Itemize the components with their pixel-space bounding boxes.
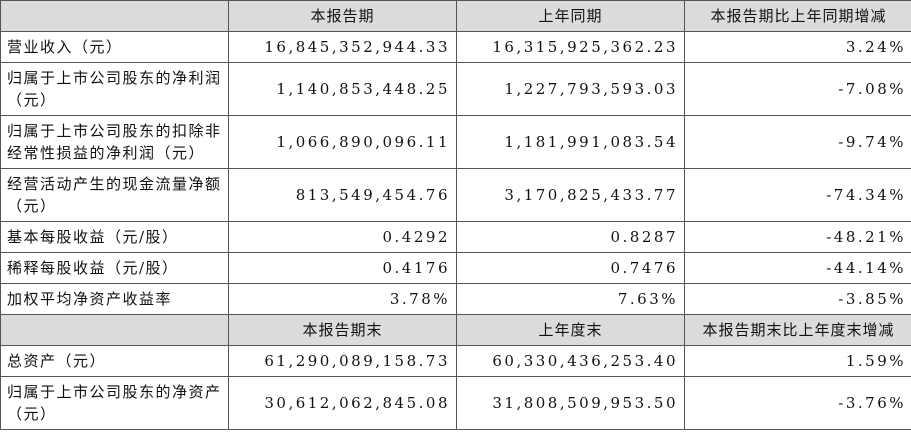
value-cell: 16,845,352,944.33 xyxy=(228,31,457,63)
value-cell: -9.74% xyxy=(684,115,911,169)
value-cell: 1.59% xyxy=(684,345,911,377)
row-label: 稀释每股收益（元/股） xyxy=(0,252,229,284)
value-cell: 0.4176 xyxy=(228,252,457,284)
value-cell: 3,170,825,433.77 xyxy=(456,168,685,222)
header-cell xyxy=(0,314,229,346)
value-cell: 3.78% xyxy=(228,283,457,315)
value-cell: 30,612,062,845.08 xyxy=(228,376,457,430)
value-cell: 60,330,436,253.40 xyxy=(456,345,685,377)
value-cell: -48.21% xyxy=(684,221,911,253)
data-row: 归属于上市公司股东的净利润（元） 1,140,853,448.25 1,227,79… xyxy=(0,62,911,116)
data-row: 营业收入（元） 16,845,352,944.33 16,315,925,362.2… xyxy=(0,31,911,63)
value-cell: -7.08% xyxy=(684,62,911,116)
header-cell: 本报告期末比上年度末增减 xyxy=(684,314,911,346)
value-cell: 1,181,991,083.54 xyxy=(456,115,685,169)
value-cell: 0.4292 xyxy=(228,221,457,253)
data-row: 稀释每股收益（元/股） 0.4176 0.7476 -44.14% xyxy=(0,252,911,284)
table-body: 本报告期 上年同期 本报告期比上年同期增减 营业收入（元） 16,845,352,944… xyxy=(0,0,911,430)
row-label: 营业收入（元） xyxy=(0,31,229,63)
header-cell: 本报告期比上年同期增减 xyxy=(684,0,911,32)
value-cell: -74.34% xyxy=(684,168,911,222)
value-cell: 1,066,890,096.11 xyxy=(228,115,457,169)
data-row: 归属于上市公司股东的净资产（元） 30,612,062,845.08 31,808,… xyxy=(0,376,911,430)
value-cell: -3.76% xyxy=(684,376,911,430)
financial-table: 本报告期 上年同期 本报告期比上年同期增减 营业收入（元） 16,845,352,944… xyxy=(0,0,911,430)
row-label: 经营活动产生的现金流量净额（元） xyxy=(0,168,229,222)
data-row: 基本每股收益（元/股） 0.4292 0.8287 -48.21% xyxy=(0,221,911,253)
row-label: 归属于上市公司股东的净资产（元） xyxy=(0,376,229,430)
value-cell: 31,808,509,953.50 xyxy=(456,376,685,430)
data-row: 归属于上市公司股东的扣除非经常性损益的净利润（元） 1,066,890,096.1… xyxy=(0,115,911,169)
value-cell: -44.14% xyxy=(684,252,911,284)
data-row: 总资产（元） 61,290,089,158.73 60,330,436,253.40… xyxy=(0,345,911,377)
row-label: 总资产（元） xyxy=(0,345,229,377)
header-cell: 本报告期末 xyxy=(228,314,457,346)
value-cell: 16,315,925,362.23 xyxy=(456,31,685,63)
value-cell: 7.63% xyxy=(456,283,685,315)
value-cell: 61,290,089,158.73 xyxy=(228,345,457,377)
header-cell: 本报告期 xyxy=(228,0,457,32)
data-row: 经营活动产生的现金流量净额（元） 813,549,454.76 3,170,825,… xyxy=(0,168,911,222)
value-cell: 0.7476 xyxy=(456,252,685,284)
header-cell: 上年度末 xyxy=(456,314,685,346)
value-cell: 1,140,853,448.25 xyxy=(228,62,457,116)
value-cell: 1,227,793,593.03 xyxy=(456,62,685,116)
header-cell: 上年同期 xyxy=(456,0,685,32)
value-cell: 0.8287 xyxy=(456,221,685,253)
header-row: 本报告期 上年同期 本报告期比上年同期增减 xyxy=(0,0,911,32)
value-cell: 813,549,454.76 xyxy=(228,168,457,222)
row-label: 加权平均净资产收益率 xyxy=(0,283,229,315)
value-cell: 3.24% xyxy=(684,31,911,63)
value-cell: -3.85% xyxy=(684,283,911,315)
row-label: 归属于上市公司股东的扣除非经常性损益的净利润（元） xyxy=(0,115,229,169)
row-label: 归属于上市公司股东的净利润（元） xyxy=(0,62,229,116)
header-row: 本报告期末 上年度末 本报告期末比上年度末增减 xyxy=(0,314,911,346)
header-cell xyxy=(0,0,229,32)
row-label: 基本每股收益（元/股） xyxy=(0,221,229,253)
data-row: 加权平均净资产收益率 3.78% 7.63% -3.85% xyxy=(0,283,911,315)
